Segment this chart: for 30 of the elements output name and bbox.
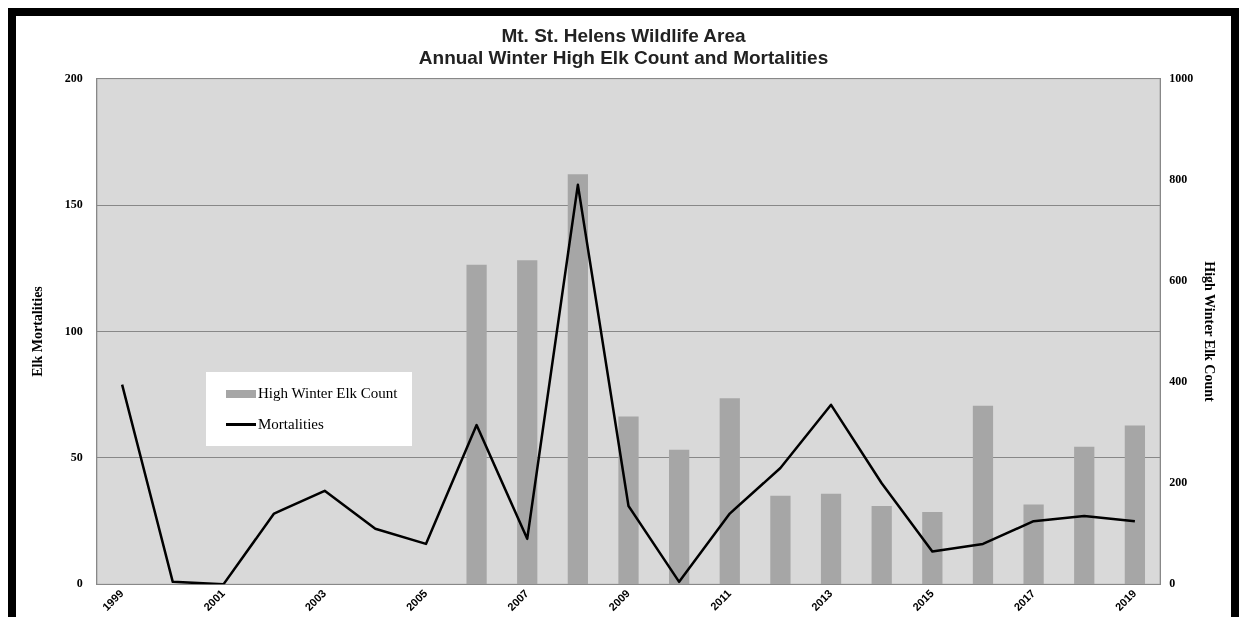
bar (972, 405, 994, 585)
bar (770, 495, 791, 585)
bar (618, 416, 639, 585)
legend-label: Mortalities (258, 416, 324, 433)
bar (1023, 504, 1044, 585)
y-tick-label: 100 (64, 323, 83, 338)
y-axis-title: Elk Mortalities (30, 285, 46, 377)
bar (871, 505, 892, 585)
y-tick-label: 0 (76, 576, 83, 591)
legend-label: High Winter Elk Count (258, 385, 398, 402)
chart-title: Mt. St. Helens Wildlife Area Annual Winter High Elk Count and Mortalities (418, 24, 829, 69)
y2-tick-label: 600 (1169, 273, 1188, 287)
bar (922, 512, 943, 585)
y2-tick-label: 200 (1169, 475, 1188, 490)
bar (567, 174, 588, 585)
y-tick-label: 150 (64, 197, 83, 212)
y2-tick-label: 800 (1169, 171, 1188, 186)
bar (820, 493, 842, 585)
bar (669, 449, 690, 585)
bar (1074, 446, 1095, 585)
y2-tick-label: 1000 (1169, 70, 1194, 85)
y-tick-label: 50 (70, 450, 83, 465)
bar (719, 398, 740, 585)
y2-tick-label: 400 (1169, 374, 1188, 389)
bar (517, 260, 538, 585)
y-tick-label: 200 (64, 70, 83, 85)
bar (1124, 425, 1146, 585)
bar (466, 264, 487, 585)
y2-axis-title: High Winter Elk Count (1201, 261, 1217, 403)
y2-tick-label: 0 (1169, 576, 1176, 591)
